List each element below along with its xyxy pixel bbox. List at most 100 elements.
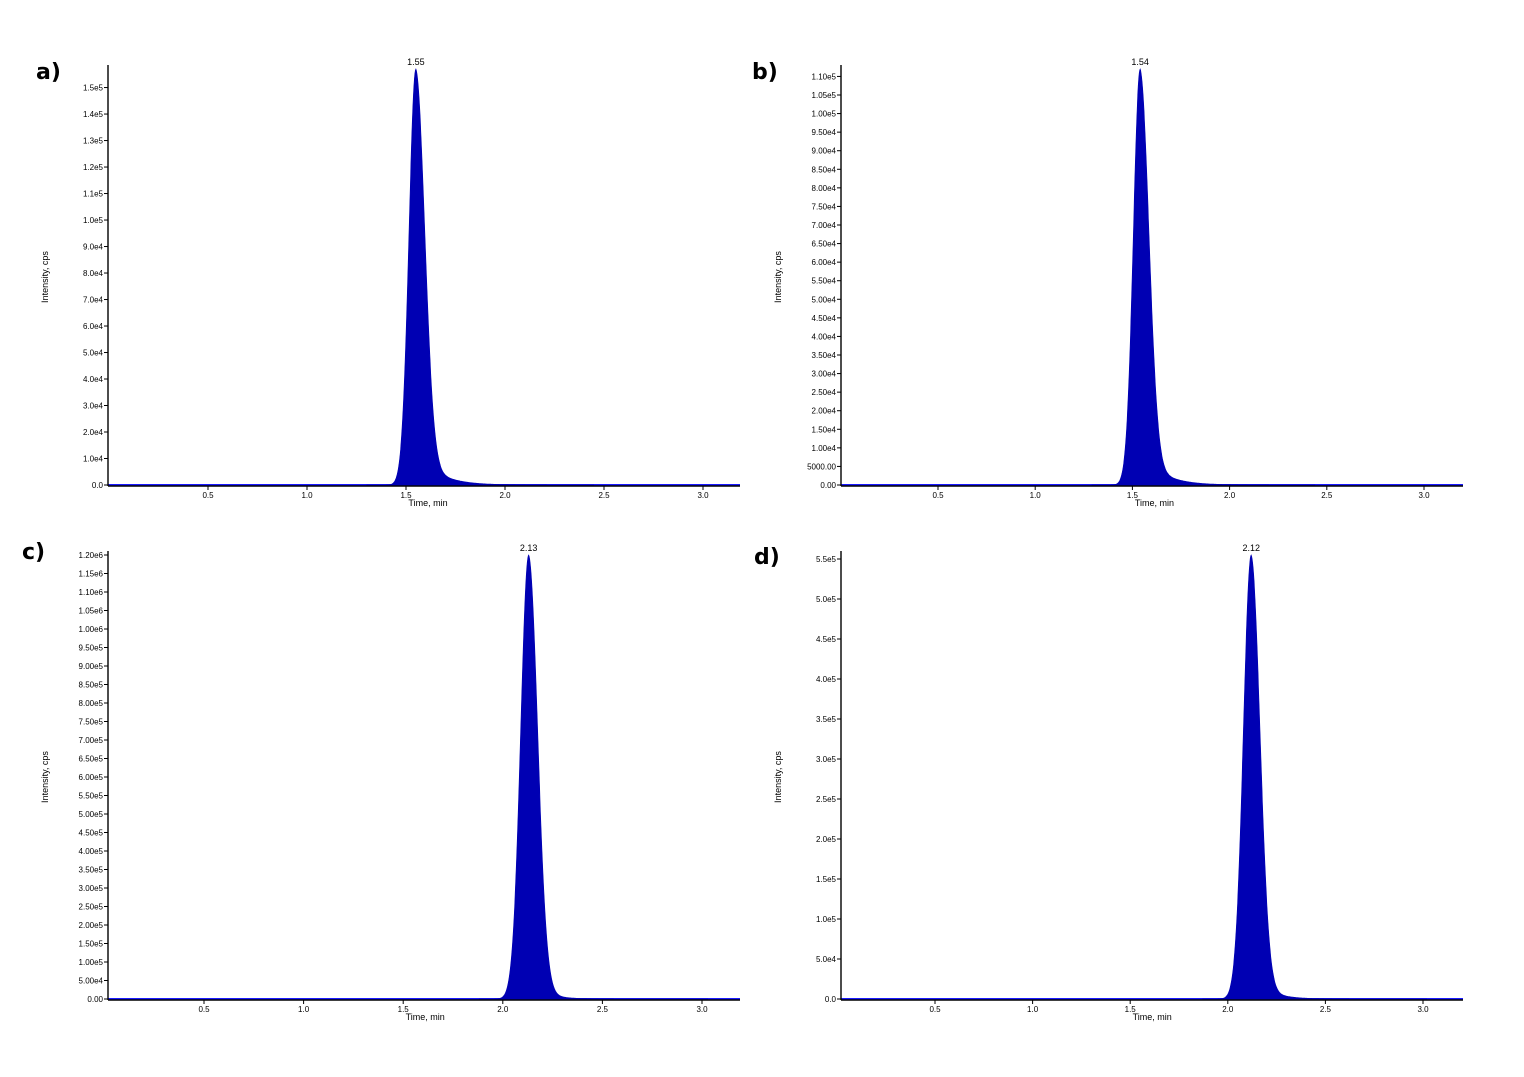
x-tick-label: 2.5: [597, 1005, 609, 1014]
peak-rt-label: 1.54: [1131, 57, 1149, 67]
x-axis-title: Time, min: [406, 1012, 445, 1022]
y-tick-label: 6.00e5: [79, 773, 104, 782]
x-tick-label: 2.5: [1321, 491, 1333, 500]
panel-letter: a): [36, 60, 61, 85]
y-tick-label: 1.3e5: [83, 137, 104, 146]
y-tick-label: 3.00e4: [812, 370, 837, 379]
y-tick-label: 1.20e6: [79, 551, 104, 560]
y-tick-label: 7.0e4: [83, 296, 104, 305]
y-tick-label: 6.0e4: [83, 322, 104, 331]
y-tick-label: 5.5e5: [816, 555, 837, 564]
y-axis-title: Intensity, cps: [773, 251, 783, 303]
y-tick-label: 8.50e4: [812, 165, 837, 174]
x-tick-label: 3.0: [697, 491, 709, 500]
y-tick-label: 6.00e4: [812, 258, 837, 267]
y-tick-label: 5.00e4: [812, 295, 837, 304]
y-tick-label: 1.00e4: [812, 444, 837, 453]
x-tick-label: 3.0: [1418, 491, 1430, 500]
x-tick-label: 0.5: [202, 491, 214, 500]
y-tick-label: 1.10e6: [79, 588, 104, 597]
y-tick-label: 1.50e5: [79, 940, 104, 949]
y-tick-label: 8.00e5: [79, 699, 104, 708]
y-tick-label: 1.0e5: [816, 915, 837, 924]
x-tick-label: 1.0: [298, 1005, 310, 1014]
y-tick-label: 9.50e4: [812, 128, 837, 137]
y-tick-label: 7.00e5: [79, 736, 104, 745]
y-axis-title: Intensity, cps: [773, 751, 783, 803]
x-tick-label: 1.5: [398, 1005, 410, 1014]
y-tick-label: 2.50e4: [812, 388, 837, 397]
y-tick-label: 4.00e5: [79, 847, 104, 856]
y-tick-label: 7.00e4: [812, 221, 837, 230]
panel-letter: d): [754, 545, 780, 570]
peak-rt-label: 1.55: [407, 57, 425, 67]
x-axis-title: Time, min: [1133, 1012, 1172, 1022]
y-tick-label: 1.0e4: [83, 455, 104, 464]
x-tick-label: 3.0: [1417, 1005, 1429, 1014]
panel-letter: c): [22, 540, 46, 565]
x-tick-label: 2.0: [1224, 491, 1236, 500]
y-tick-label: 1.1e5: [83, 190, 104, 199]
y-tick-label: 9.00e4: [812, 147, 837, 156]
y-tick-label: 5.00e4: [79, 977, 104, 986]
x-tick-label: 1.0: [1030, 491, 1042, 500]
y-tick-label: 1.4e5: [83, 110, 104, 119]
y-tick-label: 1.05e5: [812, 91, 837, 100]
y-tick-label: 1.10e5: [812, 72, 837, 81]
y-tick-label: 5.50e5: [79, 792, 104, 801]
peak-area: [366, 68, 595, 486]
y-tick-label: 1.50e4: [812, 425, 837, 434]
y-tick-label: 9.0e4: [83, 243, 104, 252]
y-tick-label: 3.50e4: [812, 351, 837, 360]
y-tick-label: 2.50e5: [79, 903, 104, 912]
y-tick-label: 3.5e5: [816, 715, 837, 724]
y-tick-label: 5.50e4: [812, 277, 837, 286]
peak-rt-label: 2.12: [1242, 543, 1260, 553]
x-tick-label: 0.5: [198, 1005, 210, 1014]
y-tick-label: 1.05e6: [79, 607, 104, 616]
y-tick-label: 0.00: [820, 481, 836, 490]
y-tick-label: 3.50e5: [79, 866, 104, 875]
x-axis-title: Time, min: [1135, 498, 1174, 508]
y-tick-label: 4.0e4: [83, 375, 104, 384]
x-tick-label: 2.0: [499, 491, 511, 500]
y-tick-label: 7.50e4: [812, 202, 837, 211]
y-tick-label: 9.50e5: [79, 644, 104, 653]
peak-area: [478, 554, 708, 1000]
y-tick-label: 1.2e5: [83, 163, 104, 172]
x-tick-label: 1.0: [301, 491, 313, 500]
x-axis-title: Time, min: [408, 498, 447, 508]
peak-area: [1091, 68, 1316, 486]
y-tick-label: 4.0e5: [816, 675, 837, 684]
y-tick-label: 1.00e5: [812, 110, 837, 119]
y-tick-label: 1.5e5: [83, 84, 104, 93]
y-tick-label: 9.00e5: [79, 662, 104, 671]
y-tick-label: 2.0e5: [816, 835, 837, 844]
y-tick-label: 2.0e4: [83, 428, 104, 437]
y-tick-label: 8.50e5: [79, 681, 104, 690]
x-tick-label: 3.0: [696, 1005, 708, 1014]
y-tick-label: 1.5e5: [816, 875, 837, 884]
y-tick-label: 5.0e5: [816, 595, 837, 604]
y-tick-label: 4.50e4: [812, 314, 837, 323]
x-tick-label: 2.0: [497, 1005, 509, 1014]
y-tick-label: 6.50e4: [812, 240, 837, 249]
x-tick-label: 2.5: [1320, 1005, 1332, 1014]
x-tick-label: 2.0: [1222, 1005, 1234, 1014]
peak-area: [1202, 554, 1427, 1000]
x-tick-label: 2.5: [598, 491, 610, 500]
y-tick-label: 1.0e5: [83, 216, 104, 225]
y-tick-label: 0.0: [825, 995, 837, 1004]
y-tick-label: 0.00: [87, 995, 103, 1004]
x-tick-label: 1.5: [400, 491, 412, 500]
y-tick-label: 4.00e4: [812, 332, 837, 341]
y-tick-label: 0.0: [92, 481, 104, 490]
y-tick-label: 2.00e4: [812, 407, 837, 416]
x-tick-label: 1.0: [1027, 1005, 1039, 1014]
y-tick-label: 5000.00: [807, 462, 836, 471]
y-axis-title: Intensity, cps: [40, 251, 50, 303]
y-tick-label: 2.00e5: [79, 921, 104, 930]
